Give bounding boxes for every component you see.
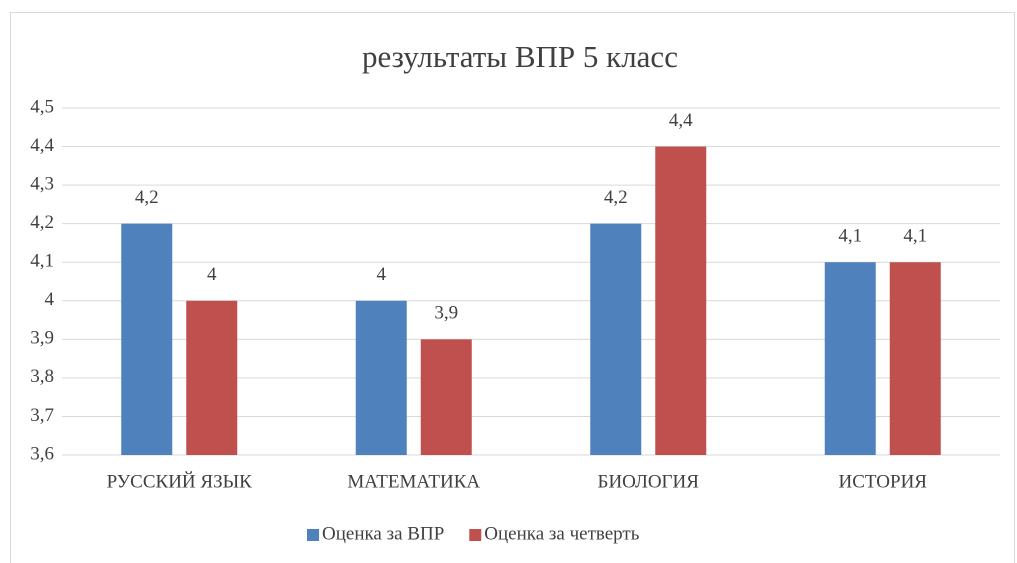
legend-label: Оценка за ВПР — [322, 523, 444, 544]
bar — [824, 262, 876, 455]
bar — [655, 146, 707, 456]
data-label: 4 — [207, 264, 217, 285]
y-tick-label: 3,6 — [30, 443, 54, 464]
x-tick-label: БИОЛОГИЯ — [598, 471, 700, 492]
data-label: 4 — [377, 264, 387, 285]
data-label: 4,4 — [669, 110, 693, 131]
data-label: 3,9 — [434, 303, 458, 324]
chart-title: результаты ВПР 5 класс — [362, 39, 678, 74]
data-label: 4,2 — [604, 187, 628, 208]
bar — [186, 300, 238, 455]
x-tick-label: ИСТОРИЯ — [839, 471, 928, 492]
y-tick-label: 3,7 — [30, 405, 54, 426]
legend-swatch — [307, 529, 319, 541]
y-tick-label: 4,2 — [30, 212, 54, 233]
bar — [420, 339, 472, 455]
bar — [590, 223, 642, 455]
x-tick-label: МАТЕМАТИКА — [347, 471, 480, 492]
x-tick-label: РУССКИЙ ЯЗЫК — [107, 471, 253, 492]
data-label: 4,2 — [135, 187, 159, 208]
data-label: 4,1 — [838, 226, 862, 247]
data-label: 4,1 — [903, 226, 927, 247]
y-tick-label: 4,5 — [30, 96, 54, 117]
y-tick-label: 4,3 — [30, 173, 54, 194]
legend-swatch — [469, 529, 482, 541]
y-tick-label: 3,8 — [30, 366, 54, 387]
y-tick-label: 4,1 — [30, 251, 54, 272]
y-tick-label: 3,9 — [30, 328, 54, 349]
bar — [355, 300, 407, 455]
y-tick-label: 4,4 — [30, 135, 54, 156]
legend-label: Оценка за четверть — [484, 523, 639, 544]
y-tick-label: 4 — [45, 289, 55, 310]
bar — [889, 262, 941, 455]
bar — [121, 223, 173, 455]
